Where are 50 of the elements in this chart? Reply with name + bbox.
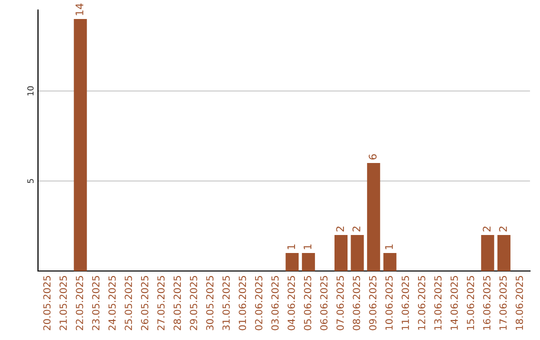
x-tick-label: 14.06.2025 bbox=[450, 276, 458, 330]
data-label: 1 bbox=[304, 244, 312, 250]
bar bbox=[74, 19, 87, 271]
x-tick-label: 18.06.2025 bbox=[516, 276, 524, 330]
data-label: 2 bbox=[482, 226, 491, 232]
data-label: 14 bbox=[76, 4, 84, 16]
x-tick-label: 26.05.2025 bbox=[140, 276, 148, 330]
x-tick-label: 13.06.2025 bbox=[434, 276, 442, 330]
x-tick-label: 06.06.2025 bbox=[320, 276, 328, 330]
x-tick-label: 29.05.2025 bbox=[190, 276, 198, 330]
data-label: 2 bbox=[336, 226, 344, 232]
x-tick-label: 08.06.2025 bbox=[352, 276, 360, 330]
y-tick-label: 10 bbox=[27, 86, 34, 96]
x-tick-label: 17.06.2025 bbox=[499, 276, 507, 330]
data-label: 2 bbox=[352, 226, 360, 232]
bar bbox=[334, 235, 348, 271]
x-tick-label: 27.05.2025 bbox=[157, 276, 165, 330]
x-tick-label: 21.05.2025 bbox=[60, 276, 67, 330]
data-label: 1 bbox=[385, 244, 393, 250]
x-tick-label: 22.05.2025 bbox=[76, 276, 84, 330]
bar bbox=[497, 235, 510, 271]
x-tick-label: 16.06.2025 bbox=[483, 276, 490, 330]
x-tick-label: 15.06.2025 bbox=[466, 276, 474, 330]
x-tick-label: 10.06.2025 bbox=[385, 276, 393, 330]
x-tick-label: 03.06.2025 bbox=[271, 276, 279, 330]
x-tick-label: 05.06.2025 bbox=[304, 276, 312, 330]
y-tick-label: 5 bbox=[27, 179, 34, 184]
x-tick-label: 12.06.2025 bbox=[418, 276, 426, 330]
bar bbox=[286, 253, 299, 271]
data-label: 1 bbox=[287, 244, 296, 250]
x-tick-label: 31.05.2025 bbox=[222, 276, 230, 330]
x-tick-label: 04.06.2025 bbox=[288, 276, 295, 330]
x-tick-label: 02.06.2025 bbox=[255, 276, 262, 330]
bar bbox=[481, 235, 494, 271]
bar bbox=[367, 163, 380, 271]
x-tick-label: 20.05.2025 bbox=[43, 276, 51, 330]
bar bbox=[302, 253, 315, 271]
x-tick-label: 07.06.2025 bbox=[336, 276, 344, 330]
x-tick-label: 28.05.2025 bbox=[174, 276, 181, 330]
data-label: 2 bbox=[499, 226, 507, 232]
x-tick-label: 25.05.2025 bbox=[124, 276, 132, 330]
bar bbox=[383, 253, 396, 271]
x-tick-label: 24.05.2025 bbox=[108, 276, 116, 330]
x-tick-label: 30.05.2025 bbox=[206, 276, 214, 330]
x-tick-label: 09.06.2025 bbox=[369, 276, 376, 330]
bar bbox=[350, 235, 364, 271]
data-label: 6 bbox=[368, 154, 377, 160]
x-tick-label: 01.06.2025 bbox=[238, 276, 246, 330]
x-tick-label: 23.05.2025 bbox=[92, 276, 100, 330]
x-tick-label: 11.06.2025 bbox=[402, 276, 410, 330]
